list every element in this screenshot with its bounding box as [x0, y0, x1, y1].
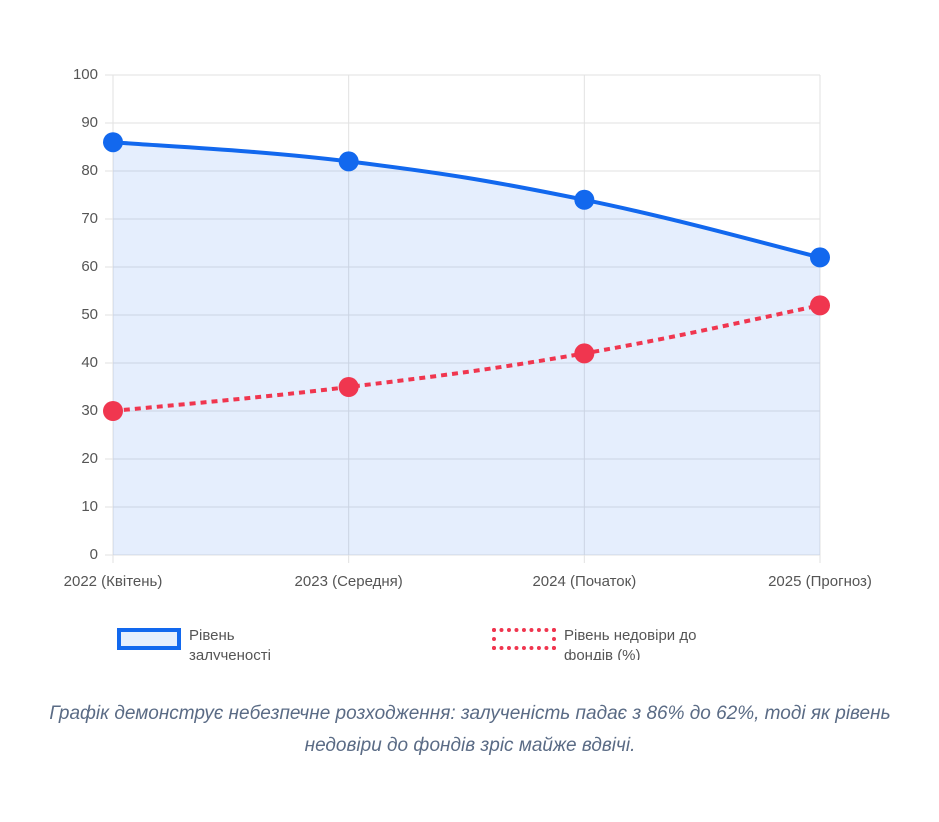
- x-tick-label: 2025 (Прогноз): [768, 573, 872, 590]
- y-tick-label: 60: [81, 258, 98, 275]
- point: [103, 401, 123, 421]
- y-tick-label: 90: [81, 114, 98, 131]
- x-tick-label: 2023 (Середня): [295, 573, 403, 590]
- line: [112, 140, 821, 260]
- caption: Графік демонструє небезпечне розходження…: [49, 703, 891, 756]
- x-tick-label: 2024 (Початок): [532, 573, 636, 590]
- y-tick-label: 20: [81, 450, 98, 467]
- legend-item: Рівень залученості: [117, 626, 289, 660]
- y-tick-label: 100: [73, 66, 98, 83]
- y-tick-label: 30: [81, 402, 98, 419]
- grid: [105, 74, 821, 563]
- point: [810, 247, 830, 268]
- legend-item: Рівень недовіри до фондів (%): [492, 626, 714, 660]
- point: [574, 189, 595, 210]
- line: [112, 303, 821, 413]
- y-tick-label: 50: [81, 306, 98, 323]
- legend-label: Рівень недовіри до фондів (%): [564, 627, 697, 660]
- point: [574, 343, 595, 364]
- legend-swatch: [492, 628, 556, 650]
- point: [338, 377, 359, 397]
- y-tick-label: 80: [81, 162, 98, 179]
- y-tick-label: 40: [81, 354, 98, 371]
- y-tick-label: 70: [81, 210, 98, 227]
- point: [338, 151, 359, 172]
- chart: 0 10 20 30 40 50 60 70 80 90 100 2022 (Квітень) 2023…: [64, 66, 872, 590]
- y-tick-label: 0: [90, 546, 98, 563]
- x-tick-label: 2022 (Квітень): [64, 573, 163, 590]
- area: [113, 142, 820, 555]
- y-tick-label: 10: [81, 498, 98, 515]
- point: [810, 295, 830, 316]
- legend-label: Рівень залученості: [189, 627, 271, 660]
- point: [103, 132, 123, 153]
- legend-swatch: [117, 628, 181, 650]
